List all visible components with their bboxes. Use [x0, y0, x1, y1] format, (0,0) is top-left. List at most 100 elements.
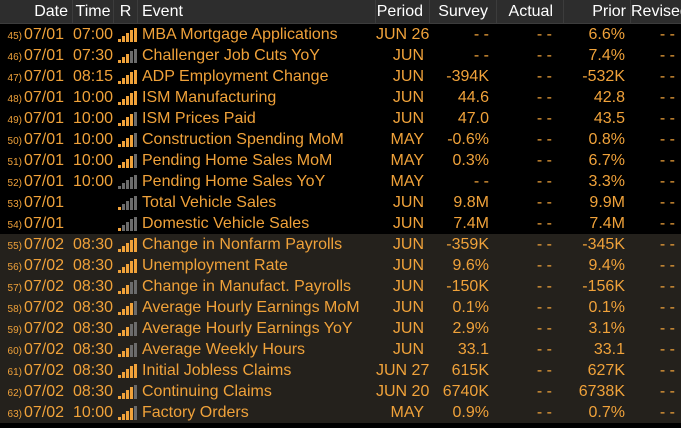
- table-row[interactable]: 56) 07/02 08:30 Unemployment Rate JUN 9.6% - -…: [0, 255, 681, 276]
- row-index[interactable]: 52): [7, 178, 22, 189]
- row-revised: - -: [659, 47, 675, 64]
- relevance-bar: [126, 284, 129, 294]
- table-row[interactable]: 54) 07/01 Domestic Vehicle Sales JUN 7.4M - -…: [0, 213, 681, 234]
- relevance-bars-icon: [118, 300, 137, 315]
- row-index[interactable]: 48): [7, 94, 22, 105]
- table-row[interactable]: 55) 07/02 08:30 Change in Nonfarm Payrolls J…: [0, 234, 681, 255]
- row-event[interactable]: Total Vehicle Sales: [142, 194, 277, 211]
- row-index[interactable]: 60): [7, 346, 22, 357]
- row-event[interactable]: Average Hourly Earnings MoM: [142, 299, 360, 316]
- relevance-bar: [126, 200, 129, 210]
- row-index[interactable]: 51): [7, 157, 22, 168]
- row-event[interactable]: Average Weekly Hours: [142, 341, 306, 358]
- relevance-bar: [118, 416, 121, 420]
- relevance-bars-icon: [118, 216, 137, 231]
- relevance-bar: [130, 218, 133, 231]
- relevance-bars-icon: [118, 69, 137, 84]
- row-period: MAY: [390, 131, 424, 148]
- table-row[interactable]: 59) 07/02 08:30 Average Hourly Earnings YoY…: [0, 318, 681, 339]
- row-survey: -359K: [446, 236, 489, 253]
- row-event[interactable]: MBA Mortgage Applications: [142, 26, 338, 43]
- row-index[interactable]: 56): [7, 262, 22, 273]
- col-header-revised[interactable]: Revised: [631, 3, 681, 20]
- col-header-date[interactable]: Date: [0, 0, 73, 23]
- row-revised: - -: [659, 152, 675, 169]
- relevance-bar: [126, 326, 129, 336]
- row-event[interactable]: Challenger Job Cuts YoY: [142, 47, 320, 64]
- relevance-bar: [130, 302, 133, 315]
- col-header-prior[interactable]: Prior: [564, 0, 631, 23]
- table-row[interactable]: 61) 07/02 08:30 Initial Jobless Claims JUN 2…: [0, 360, 681, 381]
- table-row[interactable]: 58) 07/02 08:30 Average Hourly Earnings MoM…: [0, 297, 681, 318]
- table-row[interactable]: 53) 07/01 Total Vehicle Sales JUN 9.8M - - 9.9…: [0, 192, 681, 213]
- relevance-bars-icon: [118, 321, 137, 336]
- row-index[interactable]: 45): [7, 31, 22, 42]
- table-row[interactable]: 51) 07/01 10:00 Pending Home Sales MoM MAY 0.…: [0, 150, 681, 171]
- relevance-bar: [118, 80, 121, 84]
- table-row[interactable]: 52) 07/01 10:00 Pending Home Sales YoY MAY - …: [0, 171, 681, 192]
- row-time: 08:30: [73, 383, 114, 400]
- row-index[interactable]: 58): [7, 304, 22, 315]
- row-index[interactable]: 53): [7, 199, 22, 210]
- relevance-cell: [114, 171, 138, 192]
- row-event[interactable]: Domestic Vehicle Sales: [142, 215, 310, 232]
- row-index[interactable]: 46): [7, 52, 22, 63]
- table-row[interactable]: 47) 07/01 08:15 ADP Employment Change JUN -39…: [0, 66, 681, 87]
- col-header-period[interactable]: Period: [376, 0, 430, 23]
- row-index[interactable]: 59): [7, 325, 22, 336]
- row-event[interactable]: ADP Employment Change: [142, 68, 329, 85]
- row-event[interactable]: ISM Prices Paid: [142, 110, 256, 127]
- table-row[interactable]: 45) 07/01 07:00 MBA Mortgage Applications JU…: [0, 24, 681, 45]
- relevance-bars-icon: [118, 195, 137, 210]
- col-header-relevance[interactable]: R: [114, 0, 138, 23]
- row-index[interactable]: 54): [7, 220, 22, 231]
- relevance-bar: [134, 90, 137, 105]
- row-event[interactable]: Pending Home Sales YoY: [142, 173, 326, 190]
- col-header-actual[interactable]: Actual: [497, 0, 564, 23]
- table-row[interactable]: 49) 07/01 10:00 ISM Prices Paid JUN 47.0- -43…: [0, 108, 681, 129]
- table-row[interactable]: 60) 07/02 08:30 Average Weekly Hours JUN 33.1…: [0, 339, 681, 360]
- row-event[interactable]: Unemployment Rate: [142, 257, 288, 274]
- row-period: JUN 26: [376, 26, 430, 43]
- row-event[interactable]: Initial Jobless Claims: [142, 362, 292, 379]
- table-row[interactable]: 57) 07/02 08:30 Change in Manufact. Payroll…: [0, 276, 681, 297]
- row-date-cell: 50) 07/01: [0, 129, 73, 150]
- row-index[interactable]: 49): [7, 115, 22, 126]
- table-row[interactable]: 48) 07/01 10:00 ISM Manufacturing JUN 44.6- -…: [0, 87, 681, 108]
- row-index[interactable]: 57): [7, 283, 22, 294]
- relevance-bars-icon: [118, 237, 137, 252]
- row-index[interactable]: 62): [7, 388, 22, 399]
- col-header-time[interactable]: Time: [73, 0, 114, 23]
- relevance-bar: [122, 203, 125, 210]
- row-prior: 9.4%: [588, 257, 625, 274]
- relevance-bar: [130, 134, 133, 147]
- row-index[interactable]: 50): [7, 136, 22, 147]
- relevance-bar: [134, 342, 137, 357]
- row-period: JUN: [392, 110, 424, 127]
- row-event[interactable]: ISM Manufacturing: [142, 89, 277, 106]
- row-index[interactable]: 63): [7, 409, 22, 420]
- row-event[interactable]: Continuing Claims: [142, 383, 272, 400]
- row-index[interactable]: 61): [7, 367, 22, 378]
- col-header-survey[interactable]: Survey: [430, 0, 497, 23]
- table-row[interactable]: 62) 07/02 08:30 Continuing Claims JUN 20 6740…: [0, 381, 681, 402]
- col-header-event[interactable]: Event: [138, 0, 376, 23]
- relevance-cell: [114, 87, 138, 108]
- relevance-bar: [122, 266, 125, 273]
- row-event[interactable]: Pending Home Sales MoM: [142, 152, 333, 169]
- relevance-bars-icon: [118, 48, 137, 63]
- row-time: [73, 213, 114, 234]
- row-actual: - -: [536, 236, 552, 253]
- row-event[interactable]: Change in Nonfarm Payrolls: [142, 236, 343, 253]
- row-event[interactable]: Change in Manufact. Payrolls: [142, 278, 351, 295]
- row-index[interactable]: 55): [7, 241, 22, 252]
- relevance-bar: [118, 143, 121, 147]
- event-list: 45) 07/01 07:00 MBA Mortgage Applications JU…: [0, 24, 681, 428]
- row-event[interactable]: Construction Spending MoM: [142, 131, 344, 148]
- table-row[interactable]: 63) 07/02 10:00 Factory Orders MAY 0.9% - -0.7…: [0, 402, 681, 423]
- row-event[interactable]: Average Hourly Earnings YoY: [142, 320, 353, 337]
- table-row[interactable]: 46) 07/01 07:30 Challenger Job Cuts YoY JUN -…: [0, 45, 681, 66]
- row-event[interactable]: Factory Orders: [142, 404, 249, 421]
- table-row[interactable]: 50) 07/01 10:00 Construction Spending MoM MA…: [0, 129, 681, 150]
- row-index[interactable]: 47): [7, 73, 22, 84]
